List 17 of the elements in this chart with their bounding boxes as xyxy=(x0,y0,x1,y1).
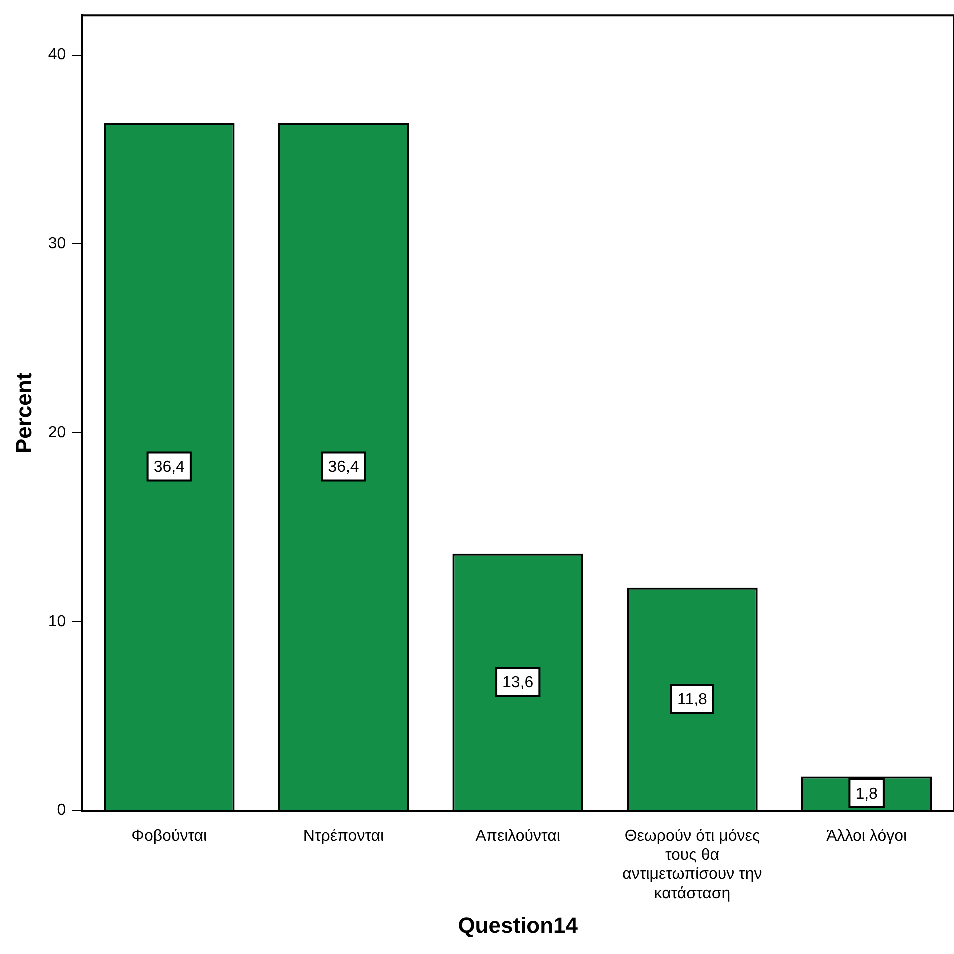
x-tick-label: Φοβούνται xyxy=(132,828,208,845)
data-label: 1,8 xyxy=(856,786,878,803)
data-label: 11,8 xyxy=(677,692,708,709)
data-label: 36,4 xyxy=(328,459,360,476)
x-axis-title: Question14 xyxy=(458,912,579,938)
x-tick-label: Ντρέπονται xyxy=(303,828,385,845)
data-label: 36,4 xyxy=(154,459,186,476)
x-tick-label: Απειλούνται xyxy=(476,828,561,845)
x-tick-label: Θεωρούν ότι μόνες τους θα αντιμετωπίσουν την κατάσταση xyxy=(622,828,762,902)
y-tick-label: 20 xyxy=(48,424,66,442)
y-tick-label: 10 xyxy=(48,613,66,630)
data-label: 13,6 xyxy=(502,674,534,692)
x-tick-label: Άλλοι λόγοι xyxy=(826,828,908,845)
y-tick-label: 40 xyxy=(48,46,66,64)
y-tick-label: 0 xyxy=(57,802,66,820)
y-axis-title: Percent xyxy=(11,372,36,454)
y-tick-label: 30 xyxy=(48,236,66,253)
